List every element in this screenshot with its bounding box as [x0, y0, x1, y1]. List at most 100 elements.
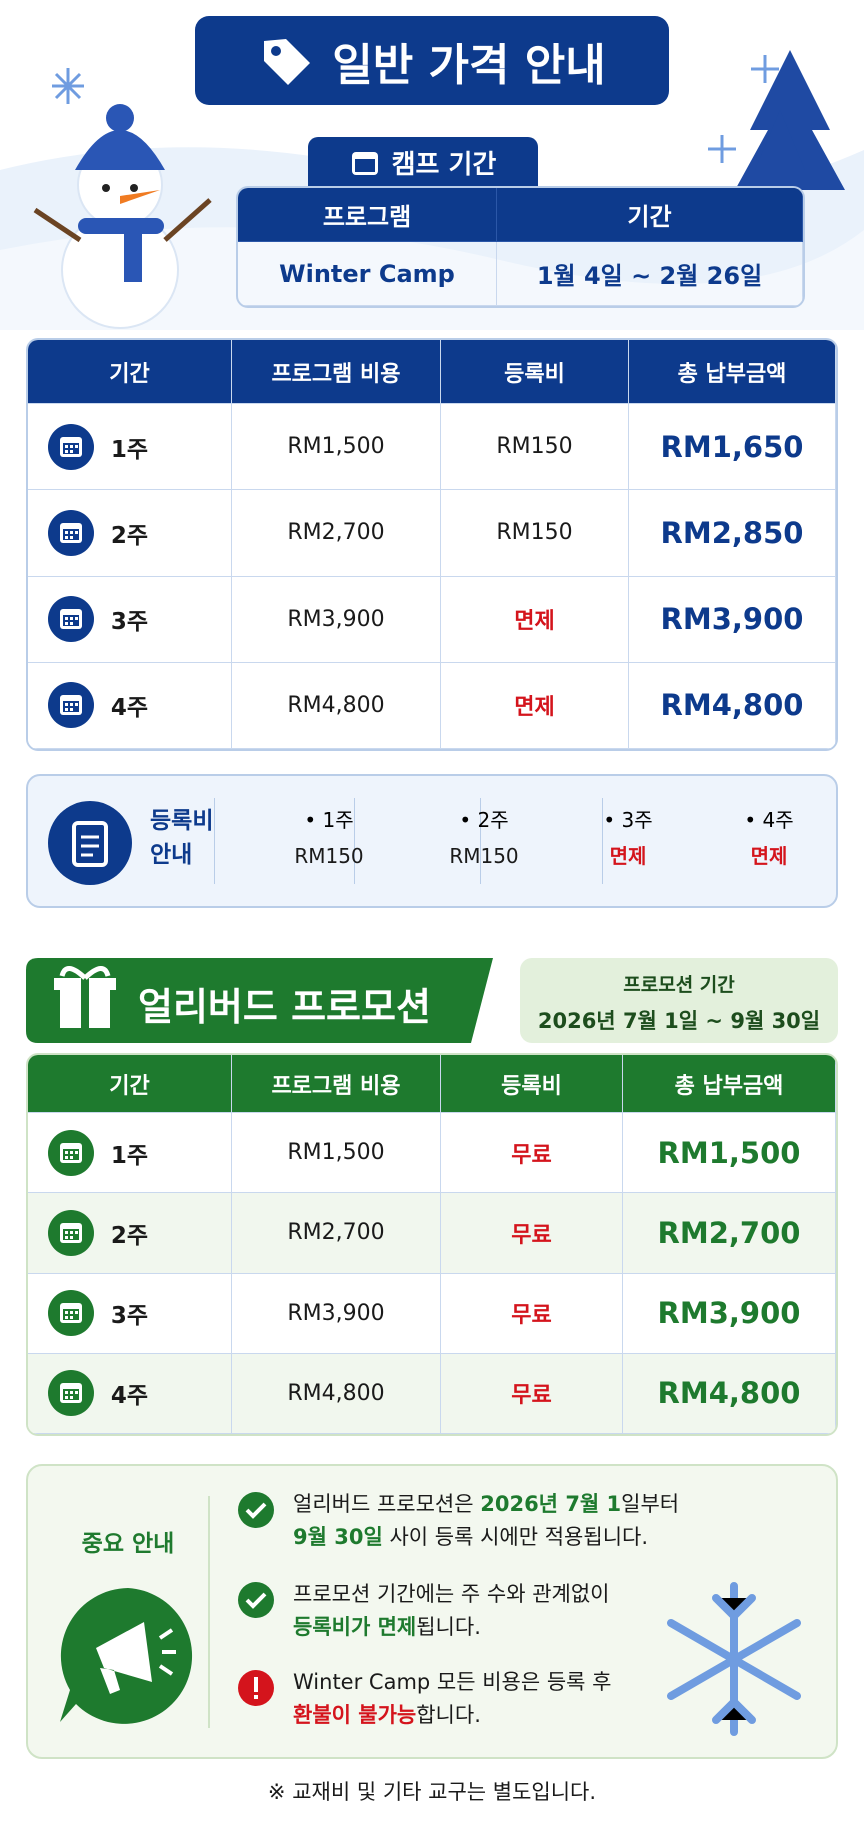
camp-label: 캠프 기간	[391, 149, 497, 180]
check-icon	[238, 1492, 274, 1528]
cell: RM3,900	[623, 1273, 836, 1354]
program-fee: RM3,900	[287, 606, 385, 632]
calendar-icon	[48, 423, 94, 470]
period-label: 프로모션 기간	[623, 974, 735, 996]
notice-text: 등록비가 면제	[293, 1615, 417, 1639]
duration-cell: 3주	[28, 576, 232, 663]
calendar-icon	[48, 509, 94, 556]
notice-text: 프로모션 기간에는 주 수와 관계없이	[293, 1582, 610, 1606]
cell: RM3,900	[232, 576, 441, 663]
duration-cell: 2주	[28, 1193, 232, 1274]
megaphone-icon	[60, 1588, 193, 1724]
clipboard-icon	[48, 801, 132, 885]
fee-note-title: 등록비 안내	[150, 804, 213, 872]
header-cell: 프로그램 비용	[232, 1055, 441, 1113]
snowflake	[667, 1582, 801, 1736]
program-fee: RM1,500	[287, 1140, 385, 1166]
cell: RM2,850	[629, 490, 836, 577]
cell: 무료	[441, 1353, 623, 1434]
promo-table: 기간 프로그램 비용 등록비 총 납부금액 1주 RM1,500 무료 RM1,500 2주 RM…	[26, 1053, 838, 1436]
duration-cell: 2주	[28, 490, 232, 577]
fee: RM150	[496, 520, 573, 546]
period-text: 2026년 7월 1일 ~ 9월 30일	[537, 1009, 821, 1033]
header-cell: 기간	[28, 1055, 232, 1113]
cell: RM4,800	[232, 1353, 441, 1434]
notice-line: 환불이 불가능합니다.	[293, 1699, 612, 1732]
divider	[602, 798, 603, 884]
total-amount: RM2,700	[657, 1215, 801, 1250]
duration: 2주	[110, 1222, 149, 1249]
program-fee: RM4,800	[287, 1380, 385, 1406]
cell: Winter Camp	[238, 242, 497, 306]
divider	[214, 798, 215, 884]
cell: RM150	[441, 490, 629, 577]
cell: 면제	[441, 576, 629, 663]
title-pill: 일반 가격 안내	[195, 16, 669, 105]
duration-cell: 4주	[28, 662, 232, 749]
notice-text: 사이 등록 시에만 적용됩니다.	[382, 1525, 649, 1549]
notice-title: 중요 안내	[81, 1531, 175, 1557]
week: • 4주	[744, 808, 794, 832]
camp-table: 프로그램 기간 Winter Camp 1월 4일 ~ 2월 26일	[236, 186, 805, 308]
fee: 무료	[511, 1303, 552, 1329]
fee: 면제	[514, 695, 555, 721]
program-fee: RM2,700	[287, 1220, 385, 1246]
promo-ribbon: 얼리버드 프로모션	[26, 958, 493, 1043]
fee: 무료	[511, 1383, 552, 1409]
notice-text: 2026년 7월 1	[480, 1492, 622, 1516]
notice-line: 9월 30일 사이 등록 시에만 적용됩니다.	[293, 1521, 679, 1554]
promo-period: 프로모션 기간 2026년 7월 1일 ~ 9월 30일	[520, 958, 838, 1043]
calendar-icon	[48, 1370, 94, 1417]
fee: RM150	[496, 434, 573, 460]
fee: 면제	[750, 844, 788, 868]
title-line: 등록비	[150, 808, 214, 834]
calendar-icon	[48, 682, 94, 729]
notice-line: 등록비가 면제됩니다.	[293, 1611, 610, 1644]
total-amount: RM1,650	[660, 429, 804, 464]
cell: RM4,800	[623, 1353, 836, 1434]
fee: RM150	[294, 844, 364, 868]
notice-item: Winter Camp 모든 비용은 등록 후 환불이 불가능합니다.	[293, 1666, 612, 1732]
notice-text: 환불이 불가능	[293, 1703, 417, 1727]
cell: RM2,700	[623, 1193, 836, 1274]
total-amount: RM4,800	[657, 1376, 801, 1411]
notice-line: 프로모션 기간에는 주 수와 관계없이	[293, 1578, 610, 1611]
cell: RM1,500	[232, 404, 441, 491]
duration-cell: 4주	[28, 1353, 232, 1434]
calendar-icon	[48, 1290, 94, 1337]
notice-line: 얼리버드 프로모션은 2026년 7월 1일부터	[293, 1488, 679, 1521]
regular-table: 기간 프로그램 비용 등록비 총 납부금액 1주 RM1,500 RM150 RM1,650 2…	[26, 338, 838, 751]
total-amount: RM4,800	[660, 688, 804, 723]
fee: 무료	[511, 1142, 552, 1168]
winter-decor	[0, 50, 864, 330]
notice-text: 됩니다.	[416, 1615, 481, 1639]
fee: 면제	[514, 609, 555, 635]
header-cell: 기간	[28, 340, 232, 404]
cell: 무료	[441, 1193, 623, 1274]
cell: RM4,800	[629, 662, 836, 749]
duration-cell: 3주	[28, 1273, 232, 1354]
duration: 1주	[110, 436, 149, 463]
fee: 면제	[609, 844, 647, 868]
notice-text: 9월 30일	[293, 1525, 383, 1549]
promo-title: 얼리버드 프로모션	[138, 985, 431, 1029]
calendar-icon	[351, 152, 378, 175]
week: • 3주	[603, 808, 653, 832]
divider	[480, 798, 481, 884]
header-cell: 등록비	[441, 1055, 623, 1113]
notice-box: 중요 안내 얼리버드 프로모션은 2026년 7월 1일부터 9월 30일 사이 …	[26, 1464, 838, 1759]
fee-item: • 1주 RM150	[259, 802, 399, 874]
cell: RM1,650	[629, 404, 836, 491]
duration: 3주	[110, 1303, 149, 1330]
program-fee: RM1,500	[287, 434, 385, 460]
header-cell: 총 납부금액	[629, 340, 836, 404]
total-amount: RM1,500	[657, 1135, 801, 1170]
fee-note: 등록비 안내 • 1주 RM150 • 2주 RM150 • 3주 면제 • 4주 면제	[26, 774, 838, 908]
calendar-icon	[48, 1129, 94, 1176]
footer-note: ※ 교재비 및 기타 교구는 별도입니다.	[267, 1780, 597, 1804]
duration: 2주	[110, 522, 149, 549]
total-amount: RM2,850	[660, 515, 804, 550]
